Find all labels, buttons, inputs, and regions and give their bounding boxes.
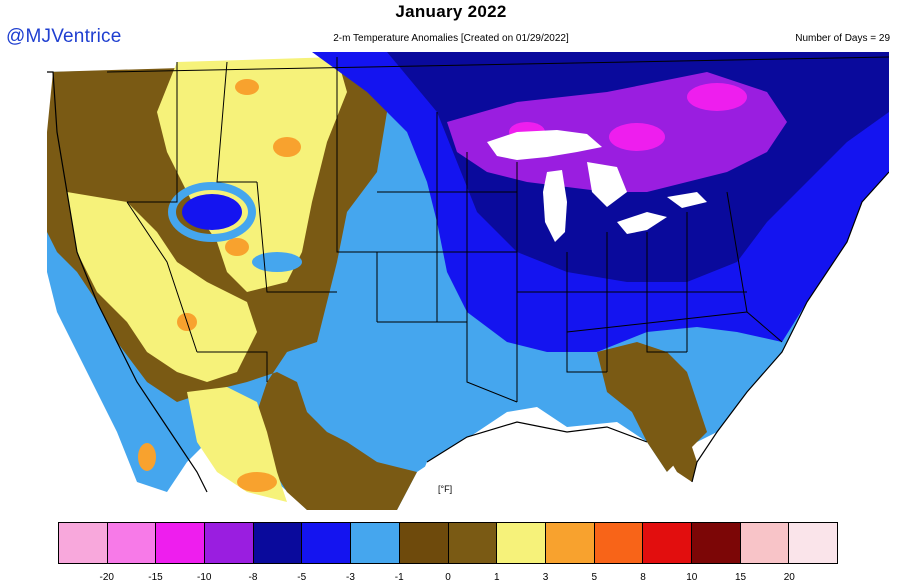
- color-scale-tick-label: -8: [248, 572, 258, 583]
- color-scale-swatch: [351, 523, 400, 563]
- hotspot-6: [138, 443, 156, 471]
- gulf-of-mexico: [407, 422, 667, 510]
- anomaly-map-canvas: [47, 52, 889, 510]
- atlantic-ocean: [647, 172, 889, 510]
- florida-peninsula: [647, 402, 697, 482]
- color-scale-tick-label: 3: [542, 572, 549, 583]
- extreme-cold-core-1: [609, 123, 665, 151]
- color-scale-tick-label: -15: [148, 572, 163, 583]
- author-handle: @MJVentrice: [6, 26, 122, 47]
- color-scale-tick-label: 5: [591, 572, 598, 583]
- anomaly-map: [47, 52, 889, 510]
- color-scale-swatch: [107, 523, 157, 563]
- warm-zone-southwest: [67, 192, 257, 382]
- color-scale-swatch: [302, 523, 352, 563]
- color-scale-swatch: [497, 523, 546, 563]
- color-scale-swatch: [156, 523, 206, 563]
- color-scale-tick-label: 15: [734, 572, 747, 583]
- color-scale-tick-label: 10: [686, 572, 698, 583]
- color-scale-swatch: [59, 523, 108, 563]
- map-title: January 2022: [395, 2, 507, 21]
- color-scale-swatch: [740, 523, 790, 563]
- lake-michigan: [543, 170, 567, 242]
- color-scale-tick-label: 0: [445, 572, 451, 583]
- color-scale-swatch: [594, 523, 644, 563]
- state-borders: [106, 56, 889, 403]
- cool-pocket-rockies: [182, 194, 242, 230]
- pacific-ocean: [47, 72, 53, 132]
- extreme-cold-core-2: [687, 83, 747, 111]
- lake-ontario: [667, 192, 707, 208]
- hotspot-5: [237, 472, 277, 492]
- hotspot-3: [225, 238, 249, 256]
- color-scale-tick-label: 8: [640, 572, 646, 583]
- color-scale-swatch: [448, 523, 498, 563]
- coastlines: [47, 71, 889, 493]
- days-count: Number of Days = 29: [795, 33, 890, 44]
- color-scale-tick-label: 1: [493, 572, 500, 583]
- color-scale-swatch: [399, 523, 449, 563]
- color-scale-swatch: [691, 523, 741, 563]
- color-scale-ticks: -20 -15 -10 -8 -5 -3 -1 0 1 3 5 8 10 15 20: [58, 572, 838, 584]
- color-scale-tick-label: -3: [346, 572, 355, 583]
- color-scale-swatch: [643, 523, 692, 563]
- lake-superior: [487, 130, 602, 160]
- hotspot-1: [235, 79, 259, 95]
- cool-pocket-utah: [252, 252, 302, 272]
- color-scale-swatch: [789, 523, 837, 563]
- map-subtitle: 2-m Temperature Anomalies [Created on 01…: [333, 33, 569, 44]
- color-scale-tick-label: -1: [394, 572, 404, 583]
- color-scale-swatch: [253, 523, 303, 563]
- color-scale-tick-label: -10: [197, 572, 212, 583]
- lake-huron: [587, 162, 627, 207]
- hotspot-2: [273, 137, 301, 157]
- warm-zone-north-rockies: [157, 57, 347, 292]
- color-scale-bar: [58, 522, 838, 564]
- lake-erie: [617, 212, 667, 234]
- color-scale-tick-label: -20: [99, 572, 114, 583]
- cool-pocket-rockies-outer: [168, 182, 256, 242]
- color-scale-swatch: [545, 523, 595, 563]
- color-scale-tick-label: -5: [297, 572, 307, 583]
- color-scale-swatch: [205, 523, 254, 563]
- west-brown-zone: [47, 62, 417, 510]
- color-scale-tick-label: 20: [783, 572, 795, 583]
- unit-label: [°F]: [438, 484, 453, 494]
